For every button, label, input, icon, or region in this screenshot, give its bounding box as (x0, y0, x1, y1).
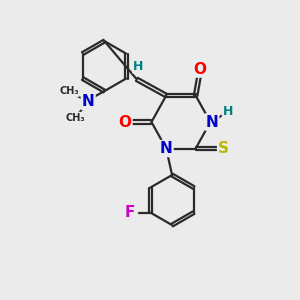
Text: O: O (118, 115, 131, 130)
Text: H: H (223, 105, 233, 118)
Text: CH₃: CH₃ (59, 86, 79, 96)
Text: H: H (133, 60, 143, 73)
Text: CH₃: CH₃ (65, 112, 85, 123)
Text: N: N (206, 115, 218, 130)
Text: S: S (218, 141, 229, 156)
Text: F: F (124, 205, 135, 220)
Text: N: N (160, 141, 172, 156)
Text: O: O (194, 61, 207, 76)
Text: N: N (82, 94, 94, 109)
